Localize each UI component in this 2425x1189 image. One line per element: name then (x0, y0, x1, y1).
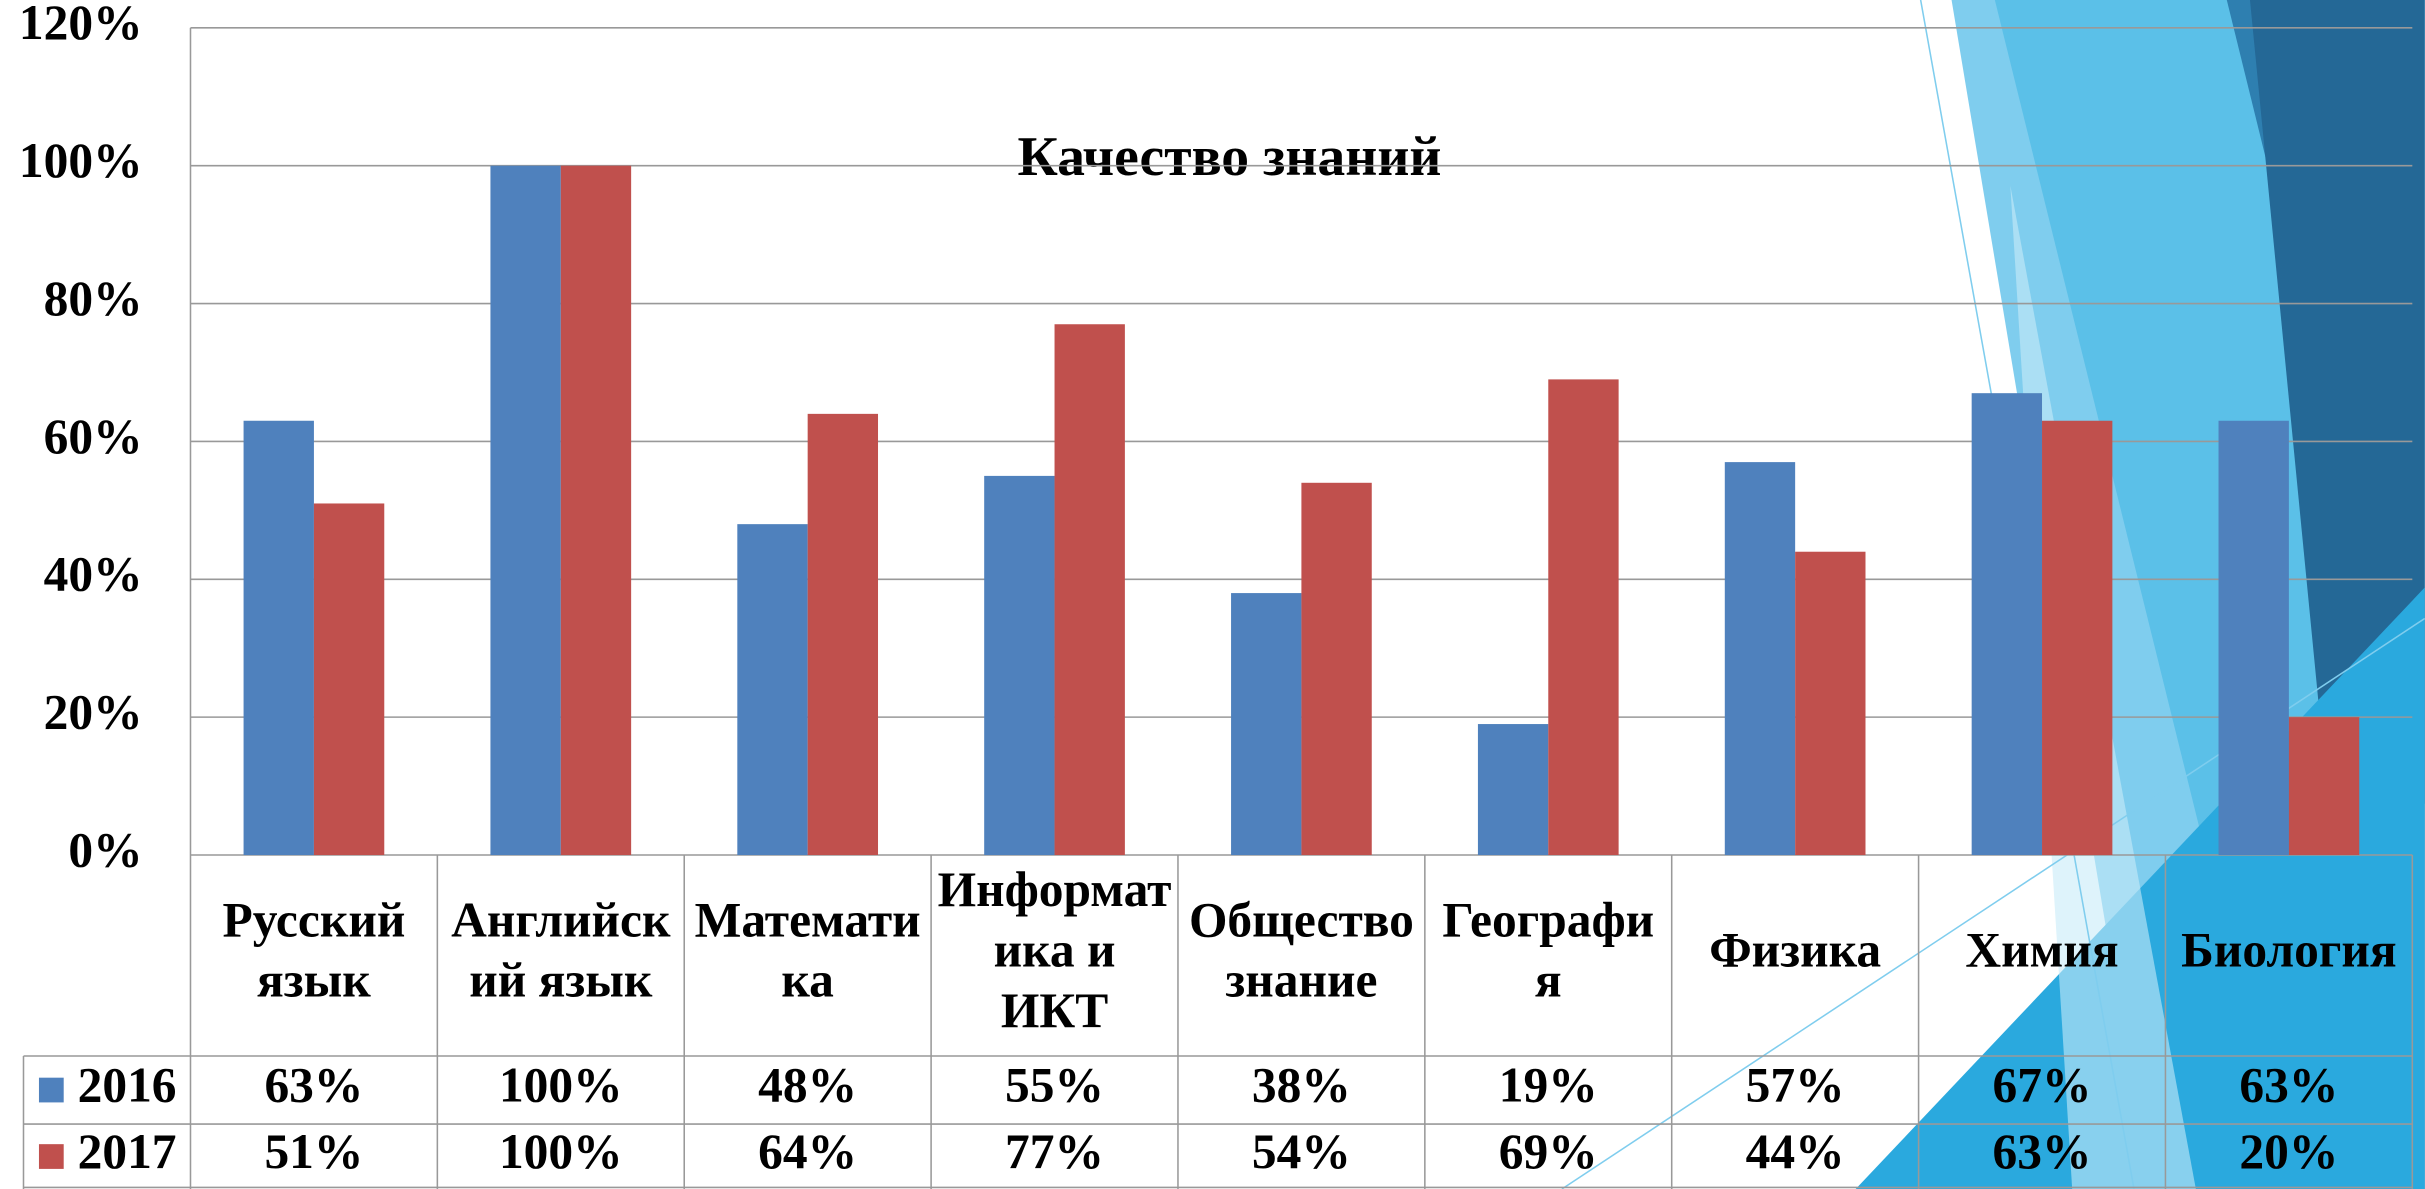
data-label: 69% (1499, 1124, 1598, 1179)
x-tick-label: Биология (2181, 923, 2397, 978)
y-tick-label: 40% (44, 547, 143, 602)
x-tick-label: Химия (1965, 923, 2118, 978)
bar (2042, 421, 2112, 855)
bar (1972, 393, 2042, 855)
data-label: 20% (2239, 1124, 2338, 1179)
data-label: 64% (758, 1124, 857, 1179)
y-tick-label: 120% (19, 0, 143, 50)
legend-label: 2016 (78, 1057, 177, 1112)
legend-swatch (39, 1078, 64, 1103)
bar (2289, 717, 2359, 855)
bar (737, 524, 807, 855)
legend-label: 2017 (78, 1124, 177, 1179)
bar (2219, 421, 2289, 855)
data-label: 51% (264, 1124, 363, 1179)
bar (561, 166, 631, 855)
bar (1548, 379, 1618, 855)
data-label: 44% (1746, 1124, 1845, 1179)
bar (1301, 483, 1371, 855)
data-label: 63% (2239, 1057, 2338, 1112)
data-label: 38% (1252, 1057, 1351, 1112)
bar (1725, 462, 1795, 855)
bar (984, 476, 1054, 855)
y-tick-label: 60% (44, 409, 143, 464)
legend-swatch (39, 1144, 64, 1169)
data-label: 57% (1746, 1057, 1845, 1112)
page: Качество знаний 0% 20% 40% 60% 80% 100% 120% Ру… (0, 0, 2425, 1189)
data-label: 48% (758, 1057, 857, 1112)
chart-title: Качество знаний (1018, 126, 1442, 188)
data-label: 100% (499, 1057, 623, 1112)
y-tick-label: 0% (68, 822, 142, 877)
data-label: 67% (1993, 1057, 2092, 1112)
y-tick-label: 20% (44, 685, 143, 740)
bar (1055, 324, 1125, 855)
bar (808, 414, 878, 855)
bar (244, 421, 314, 855)
y-tick-label: 100% (19, 133, 143, 188)
y-tick-label: 80% (44, 271, 143, 326)
data-label: 54% (1252, 1124, 1351, 1179)
bar (1795, 552, 1865, 855)
bar (314, 503, 384, 855)
data-label: 55% (1005, 1057, 1104, 1112)
data-label: 100% (499, 1124, 623, 1179)
data-label: 63% (264, 1057, 363, 1112)
bar (490, 166, 560, 855)
chart: Качество знаний 0% 20% 40% 60% 80% 100% 120% Ру… (0, 0, 2425, 1189)
data-label: 63% (1993, 1124, 2092, 1179)
bar (1478, 724, 1548, 855)
x-tick-label: Физика (1709, 923, 1881, 978)
data-label: 19% (1499, 1057, 1598, 1112)
data-label: 77% (1005, 1124, 1104, 1179)
bar (1231, 593, 1301, 855)
